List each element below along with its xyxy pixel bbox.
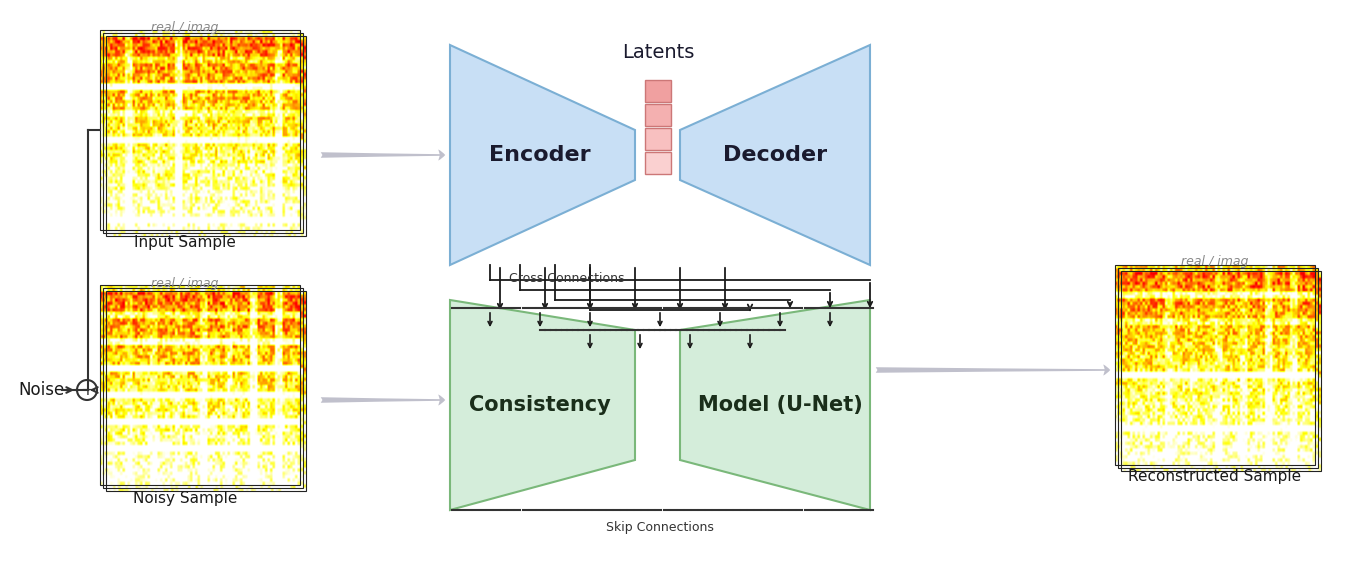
FancyBboxPatch shape: [644, 128, 670, 150]
Text: Decoder: Decoder: [722, 145, 828, 165]
FancyBboxPatch shape: [644, 104, 670, 126]
Text: Cross Connections: Cross Connections: [509, 271, 625, 284]
Bar: [1120, 271, 1321, 471]
Text: Noise: Noise: [18, 381, 64, 399]
Text: real / imag: real / imag: [152, 21, 219, 34]
Bar: [1115, 265, 1315, 465]
Text: Model (U-Net): Model (U-Net): [698, 395, 862, 415]
Text: Skip Connections: Skip Connections: [606, 522, 714, 534]
Text: Noisy Sample: Noisy Sample: [133, 491, 237, 505]
FancyBboxPatch shape: [644, 80, 670, 102]
Bar: [103, 288, 302, 488]
Text: Encoder: Encoder: [490, 145, 591, 165]
Bar: [105, 291, 306, 491]
Text: real / imag: real / imag: [1182, 256, 1249, 269]
Polygon shape: [450, 45, 635, 265]
Bar: [105, 36, 306, 236]
Text: Consistency: Consistency: [469, 395, 611, 415]
Text: Input Sample: Input Sample: [134, 235, 235, 251]
Bar: [100, 30, 300, 230]
Bar: [100, 285, 300, 485]
Text: +: +: [81, 381, 94, 399]
Bar: [1118, 268, 1317, 468]
Polygon shape: [680, 300, 870, 510]
Text: Latents: Latents: [622, 43, 694, 61]
Text: real / imag: real / imag: [152, 277, 219, 289]
Bar: [103, 33, 302, 233]
Polygon shape: [450, 300, 635, 510]
FancyBboxPatch shape: [644, 152, 670, 174]
Polygon shape: [680, 45, 870, 265]
Text: Reconstructed Sample: Reconstructed Sample: [1129, 469, 1301, 484]
